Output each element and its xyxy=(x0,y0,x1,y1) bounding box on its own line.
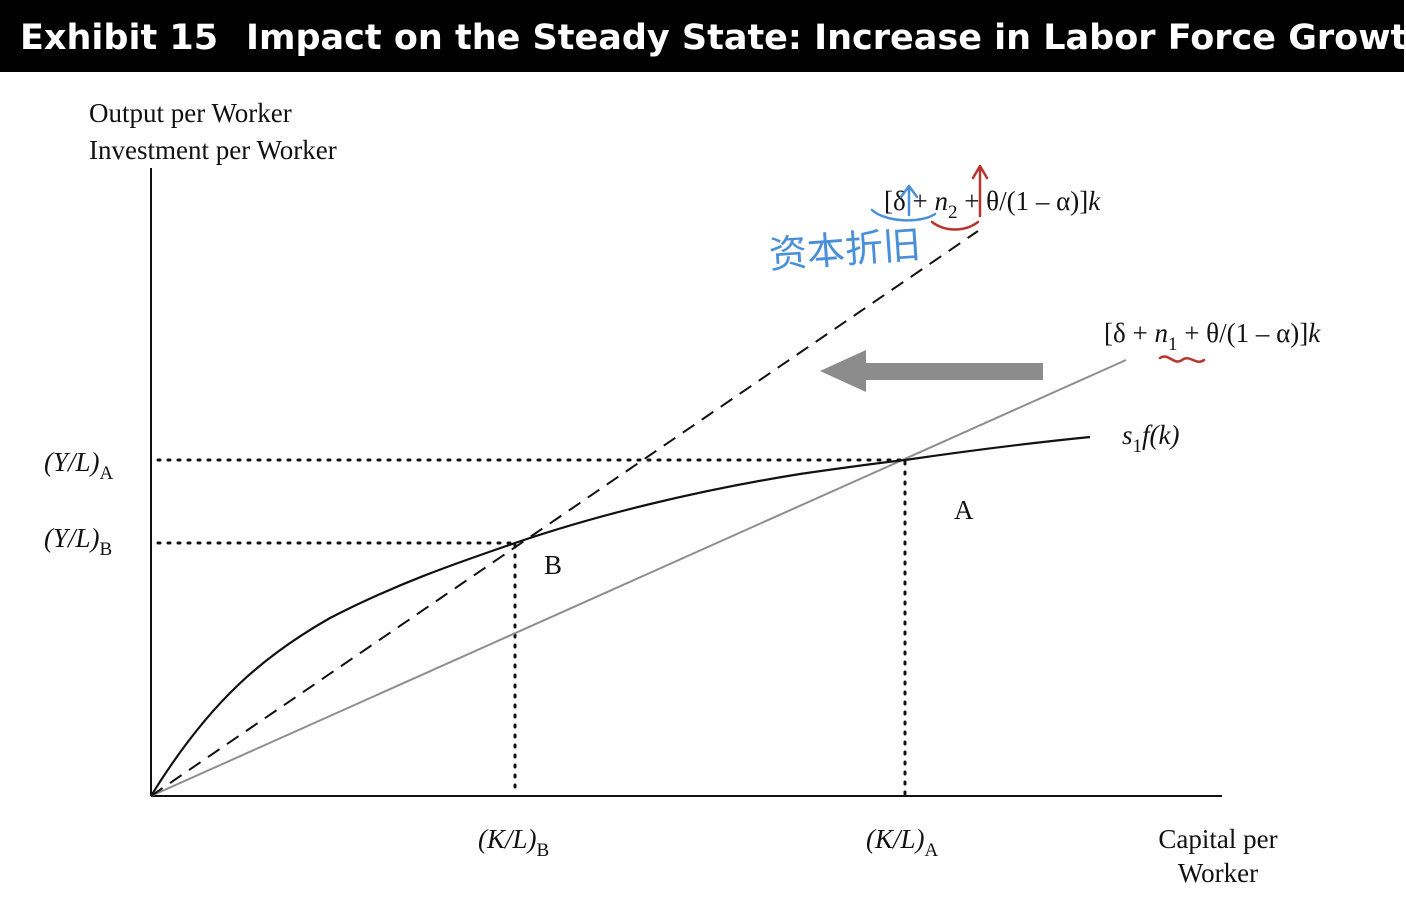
tick-xA: (K/L)A xyxy=(866,824,939,861)
handwritten-red-up-arrow-icon xyxy=(930,164,989,231)
shift-left-arrow xyxy=(820,350,1043,392)
exhibit-header: Exhibit 15 Impact on the Steady State: I… xyxy=(0,0,1406,72)
x-axis-label-line1: Capital per xyxy=(1158,824,1277,854)
y-axis-label-line1: Output per Worker xyxy=(89,98,292,128)
tick-yA: (Y/L)A xyxy=(44,447,114,484)
exhibit-title: Impact on the Steady State: Increase in … xyxy=(246,18,1406,58)
line-n2-label: [δ + n2 + θ/(1 – α)]k xyxy=(884,186,1101,223)
y-axis-label-line2: Investment per Worker xyxy=(89,135,337,165)
savings-curve xyxy=(150,435,1091,797)
point-label-b: B xyxy=(544,550,562,580)
tick-xB: (K/L)B xyxy=(478,824,549,861)
exhibit-number: Exhibit 15 xyxy=(20,18,219,58)
savings-curve-label: s1f(k) xyxy=(1122,420,1179,457)
x-axis-label-line2: Worker xyxy=(1178,858,1258,888)
handwritten-red-underline-n1 xyxy=(1158,355,1206,363)
line-n2-dashed xyxy=(150,230,979,797)
line-n1-label: [δ + n1 + θ/(1 – α)]k xyxy=(1104,318,1321,355)
handwritten-blue-up-arrow-icon xyxy=(870,184,937,222)
line-n1 xyxy=(150,359,1127,797)
handwritten-note: 资本折旧 xyxy=(768,222,923,276)
point-label-a: A xyxy=(954,495,974,525)
tick-yB: (Y/L)B xyxy=(44,523,112,560)
